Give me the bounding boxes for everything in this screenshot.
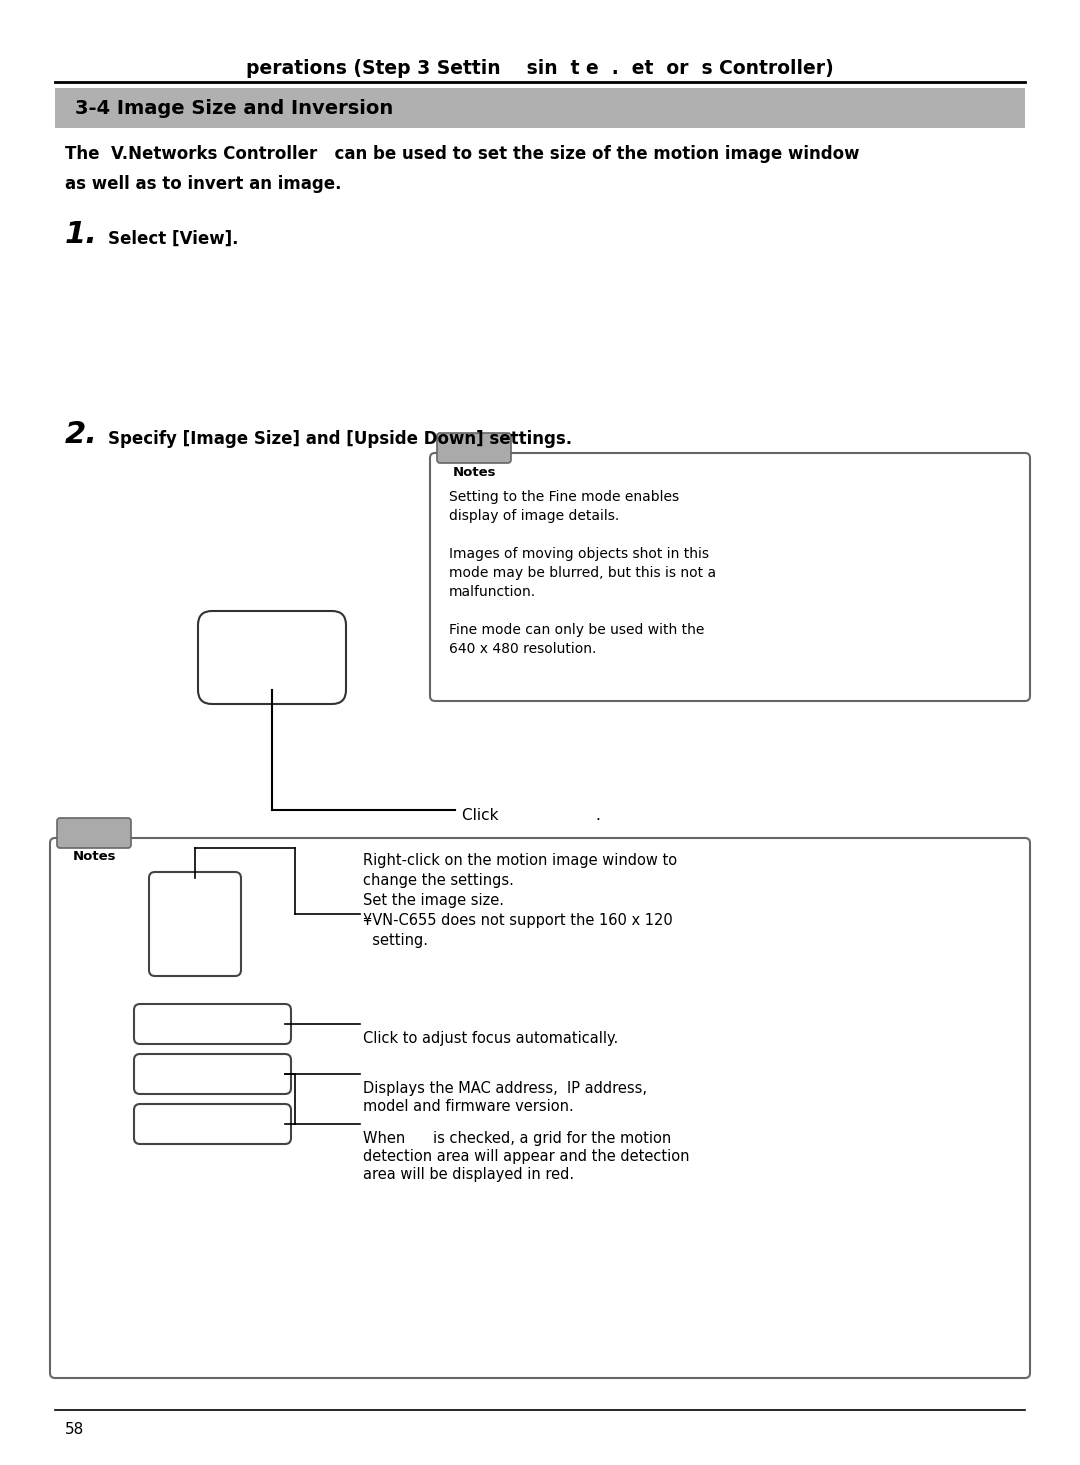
FancyBboxPatch shape (134, 1105, 291, 1144)
Text: Notes: Notes (72, 851, 116, 863)
FancyBboxPatch shape (430, 453, 1030, 700)
Text: Right-click on the motion image window to: Right-click on the motion image window t… (363, 853, 677, 867)
Text: display of image details.: display of image details. (449, 508, 619, 523)
FancyBboxPatch shape (55, 88, 1025, 127)
Text: Images of moving objects shot in this: Images of moving objects shot in this (449, 546, 708, 561)
Text: 1.: 1. (65, 220, 98, 249)
Text: Click to adjust focus automatically.: Click to adjust focus automatically. (363, 1031, 618, 1046)
Text: Select [View].: Select [View]. (108, 230, 239, 248)
Text: as well as to invert an image.: as well as to invert an image. (65, 174, 341, 193)
Text: malfunction.: malfunction. (449, 585, 536, 599)
Text: setting.: setting. (363, 933, 428, 948)
Text: change the settings.: change the settings. (363, 873, 514, 888)
FancyBboxPatch shape (50, 838, 1030, 1379)
Text: The  V.Networks Controller   can be used to set the size of the motion image win: The V.Networks Controller can be used to… (65, 145, 860, 163)
Text: ¥VN-C655 does not support the 160 x 120: ¥VN-C655 does not support the 160 x 120 (363, 913, 673, 927)
Text: When      is checked, a grid for the motion: When is checked, a grid for the motion (363, 1131, 672, 1146)
Text: Fine mode can only be used with the: Fine mode can only be used with the (449, 623, 704, 637)
Text: mode may be blurred, but this is not a: mode may be blurred, but this is not a (449, 565, 716, 580)
Text: Setting to the Fine mode enables: Setting to the Fine mode enables (449, 489, 679, 504)
Text: Click                    .: Click . (462, 807, 600, 822)
Text: 2.: 2. (65, 420, 98, 448)
Text: Specify [Image Size] and [Upside Down] settings.: Specify [Image Size] and [Upside Down] s… (108, 431, 572, 448)
Text: perations (Step 3 Settin    sin  t e  .  et  or  s Controller): perations (Step 3 Settin sin t e . et or… (246, 59, 834, 78)
FancyBboxPatch shape (134, 1004, 291, 1045)
Text: model and firmware version.: model and firmware version. (363, 1099, 573, 1113)
FancyBboxPatch shape (57, 817, 131, 848)
FancyBboxPatch shape (134, 1053, 291, 1094)
Text: 3-4 Image Size and Inversion: 3-4 Image Size and Inversion (75, 98, 393, 117)
FancyBboxPatch shape (437, 434, 511, 463)
Text: 58: 58 (65, 1423, 84, 1437)
FancyBboxPatch shape (149, 872, 241, 976)
FancyBboxPatch shape (198, 611, 346, 705)
Text: 640 x 480 resolution.: 640 x 480 resolution. (449, 642, 596, 656)
Text: Set the image size.: Set the image size. (363, 894, 504, 908)
Text: area will be displayed in red.: area will be displayed in red. (363, 1168, 575, 1182)
Text: Notes: Notes (453, 466, 496, 479)
Text: detection area will appear and the detection: detection area will appear and the detec… (363, 1149, 689, 1165)
Text: Displays the MAC address,  IP address,: Displays the MAC address, IP address, (363, 1081, 647, 1096)
